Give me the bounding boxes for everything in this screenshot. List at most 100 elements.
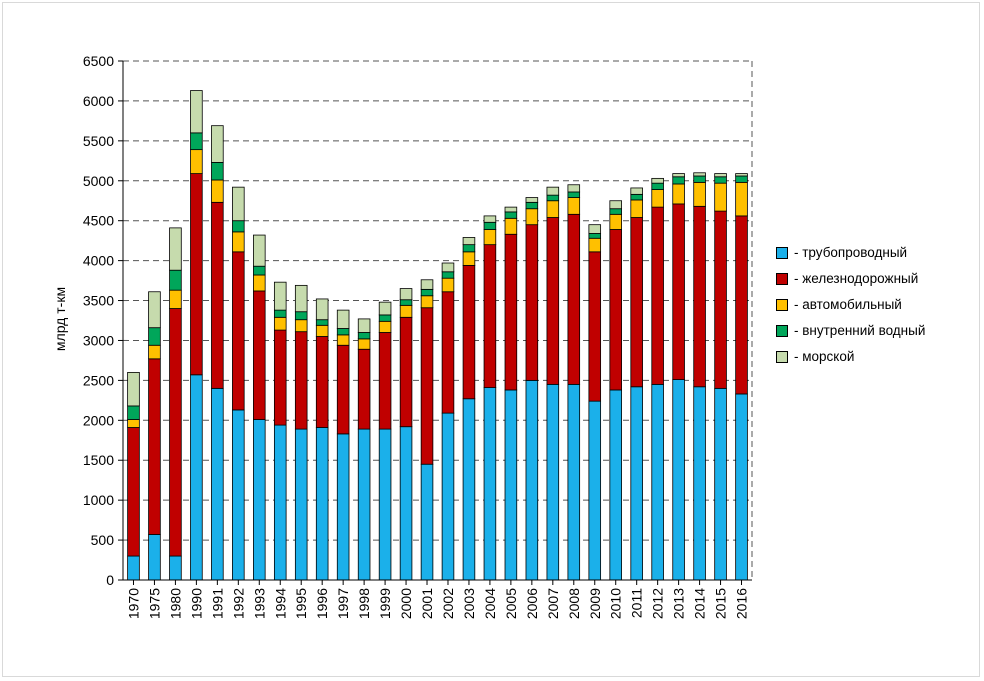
bar-segment [294,331,308,430]
bar-segment [336,344,350,435]
x-tick-label: 1996 [314,588,330,619]
bar-segment [399,304,413,318]
bar-segment [336,309,350,329]
bar-segment [127,405,140,420]
y-tick-label: 5000 [83,173,114,189]
bar-segment [483,244,497,388]
x-tick-label: 1991 [209,588,225,619]
legend-swatch [776,299,788,311]
y-tick-label: 4000 [83,253,114,269]
bar-segment [609,229,622,391]
bar-segment [441,291,455,414]
bar-segment [420,279,434,290]
bars-layer [127,90,748,581]
y-tick-label: 2500 [83,372,114,388]
bar-segment [399,288,413,301]
legend-label: - морской [794,349,855,364]
bar-segment [525,224,539,381]
bar-segment [483,215,497,223]
bar-segment [211,179,224,203]
y-tick-label: 6000 [83,93,114,109]
bar-segment [693,205,706,388]
bar-segment [525,208,539,226]
bar-segment [588,251,602,402]
bar-segment [169,555,182,581]
bar-segment [567,383,581,581]
x-tick-label: 1998 [356,588,372,619]
bar-segment [378,332,392,430]
bar-segment [273,424,287,581]
x-tick-label: 1980 [167,588,183,619]
bar-segment [273,316,287,331]
bar-segment [609,213,622,230]
bar-segment [378,428,392,581]
x-tick-label: 2016 [734,588,750,619]
bar-segment [630,187,643,195]
bar-segment [169,289,182,309]
bar-segment [294,428,308,581]
legend-label: - трубопроводный [794,245,908,260]
bar-segment [148,344,161,360]
bar-segment [588,224,602,234]
bar-segment [378,301,392,316]
bar-segment [672,379,685,581]
x-tick-label: 1990 [188,588,204,619]
legend-swatch [776,247,788,259]
bar-segment [294,311,308,321]
bar-segment [546,186,560,196]
bar-segment [588,233,602,239]
bar-segment [462,398,476,581]
legend-label: - внутренний водный [794,323,926,338]
x-tick-label: 2006 [524,588,540,619]
bar-segment [546,383,560,581]
bar-segment [651,177,664,184]
bar-segment [190,90,203,134]
x-tick-label: 2014 [692,588,708,619]
x-tick-label: 1999 [377,588,393,619]
x-tick-label: 2002 [440,588,456,619]
y-tick-label: 0 [106,572,114,588]
bar-segment [420,463,434,581]
bar-segment [336,334,350,346]
bar-segment [630,193,643,201]
bar-segment [169,227,182,271]
x-tick-label: 2010 [608,588,624,619]
bar-segment [378,320,392,333]
bar-segment [294,284,308,313]
bar-segment [735,173,748,177]
bar-segment [441,271,455,279]
bar-segment [462,244,476,253]
x-tick-label: 1995 [293,588,309,619]
bar-segment [127,427,140,557]
x-tick-label: 1975 [146,588,162,619]
bar-segment [525,379,539,581]
bar-segment [693,386,706,581]
y-tick-label: 500 [91,532,115,548]
bar-segment [630,199,643,218]
bar-segment [315,427,329,581]
y-tick-label: 3500 [83,293,114,309]
bar-segment [588,237,602,253]
bar-segment [127,371,140,407]
bar-segment [483,387,497,581]
bar-segment [232,231,245,253]
bar-segment [567,184,581,193]
bar-segment [127,419,140,428]
bar-segment [651,206,664,385]
y-tick-label: 3000 [83,332,114,348]
bar-segment [735,175,748,183]
x-tick-label: 2004 [482,588,498,619]
bar-segment [315,319,329,326]
bar-segment [294,319,308,333]
bar-segment [735,215,748,395]
y-tick-label: 1500 [83,452,114,468]
x-tick-label: 2005 [503,588,519,619]
y-tick-label: 4500 [83,213,114,229]
bar-segment [148,327,161,346]
bar-segment [714,210,727,389]
bar-segment [148,358,161,535]
bar-segment [190,374,203,581]
x-tick-label: 2015 [713,588,729,619]
bar-segment [148,534,161,581]
